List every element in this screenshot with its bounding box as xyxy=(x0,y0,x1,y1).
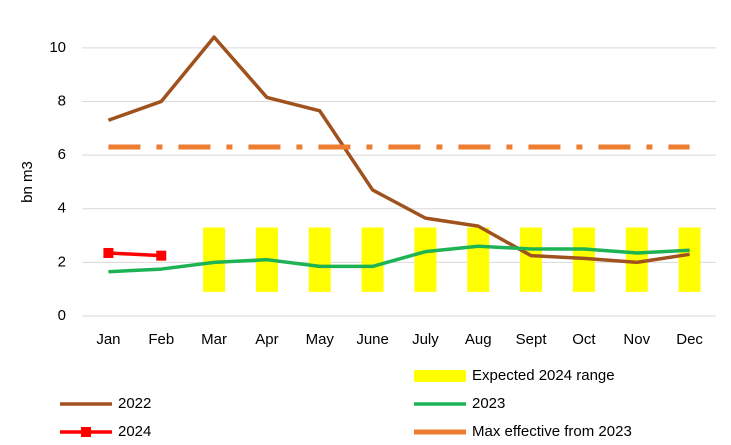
x-tick-label: Dec xyxy=(676,331,703,348)
x-tick-label: Sept xyxy=(516,331,548,348)
y-tick-label: 0 xyxy=(58,307,66,324)
x-tick-label: Aug xyxy=(465,331,492,348)
legend-label: 2022 xyxy=(118,395,151,412)
y-tick-label: 2 xyxy=(58,253,66,270)
range-bar xyxy=(203,227,226,292)
x-tick-label: June xyxy=(356,331,389,348)
range-bar xyxy=(625,227,648,292)
x-tick-label: Oct xyxy=(572,331,596,348)
x-tick-label: Mar xyxy=(201,331,227,348)
x-tick-label: Apr xyxy=(255,331,278,348)
x-tick-label: May xyxy=(306,331,335,348)
x-tick-label: Feb xyxy=(148,331,174,348)
x-tick-label: Jan xyxy=(96,331,120,348)
line-series xyxy=(108,244,690,274)
range-bar xyxy=(520,227,543,292)
legend-label: Max effective from 2023 xyxy=(472,423,632,440)
legend-label: 2023 xyxy=(472,395,505,412)
legend-label: Expected 2024 range xyxy=(472,367,615,384)
range-bar xyxy=(308,227,331,292)
legend-marker xyxy=(81,427,91,437)
range-bar xyxy=(414,227,437,292)
y-tick-label: 10 xyxy=(49,39,66,56)
legend-swatch xyxy=(414,370,466,382)
line-series xyxy=(107,35,690,265)
marker xyxy=(156,250,167,261)
legend-label: 2024 xyxy=(118,423,151,440)
range-bar xyxy=(467,227,490,292)
x-tick-label: Nov xyxy=(623,331,650,348)
range-bar xyxy=(678,227,701,292)
marker xyxy=(103,247,114,258)
y-tick-label: 4 xyxy=(58,200,66,217)
x-tick-label: July xyxy=(412,331,439,348)
y-axis-label: bn m3 xyxy=(19,161,36,203)
line-series xyxy=(108,251,162,258)
y-tick-label: 8 xyxy=(58,92,66,109)
range-bar xyxy=(361,227,384,292)
y-tick-label: 6 xyxy=(58,146,66,163)
